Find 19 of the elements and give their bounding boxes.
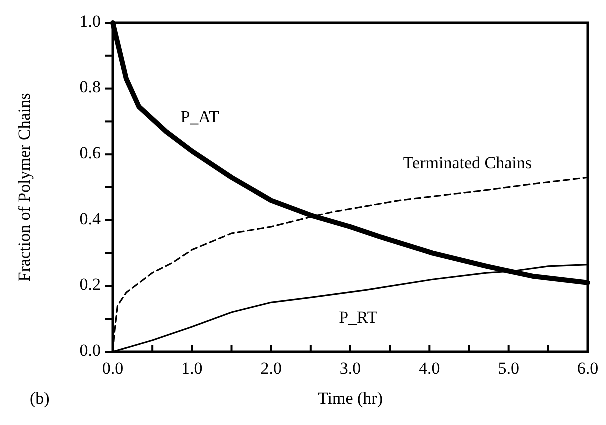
x-tick-label: 1.0 (182, 359, 203, 378)
y-tick-label: 0.0 (80, 340, 101, 360)
y-tick-label: 0.8 (80, 78, 101, 97)
x-tick-label: 3.0 (340, 359, 362, 378)
y-tick-label: 0.2 (80, 275, 101, 294)
y-tick-label: 0.6 (80, 144, 101, 163)
text: (b) (30, 389, 50, 408)
x-tick-label: 2.0 (260, 359, 282, 378)
x-tick-label: 5.0 (498, 359, 520, 378)
x-axis-title: Time (hr) (318, 389, 384, 408)
x-tick-label: 0.0 (102, 359, 124, 378)
y-axis-title: Fraction of Polymer Chains (15, 93, 34, 282)
series-label: Terminated Chains (403, 153, 532, 172)
y-tick-label: 1.0 (80, 12, 101, 31)
series-label: P_AT (180, 107, 220, 126)
series-label: P_RT (339, 308, 378, 328)
x-tick-label: 4.0 (419, 359, 440, 378)
x-tick-label: 6.0 (577, 359, 599, 378)
y-tick-label: 0.4 (80, 209, 102, 228)
